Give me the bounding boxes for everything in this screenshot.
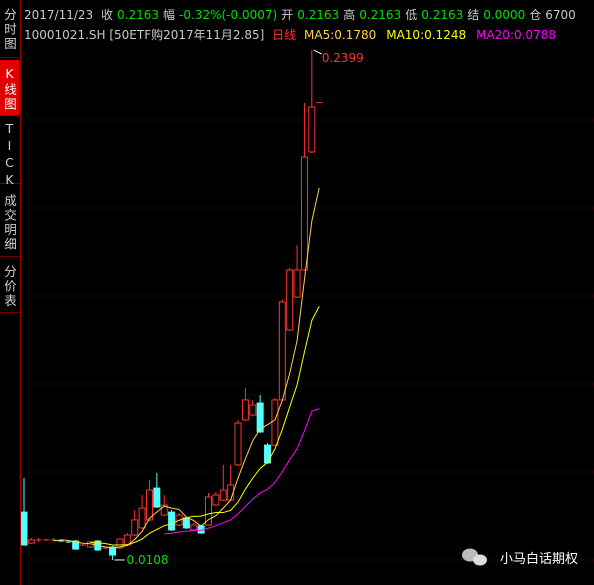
- candle-body: [109, 546, 117, 556]
- field-value: 0.2163: [421, 8, 464, 22]
- quote-bar: 2017/11/23 收 0.2163 幅 -0.32%(-0.0007) 开 0.216…: [24, 6, 580, 23]
- arrow: [313, 49, 323, 55]
- tab[interactable]: 成交明细: [0, 186, 19, 257]
- candle-body: [286, 269, 294, 331]
- candle-body: [131, 519, 139, 536]
- date: 2017/11/23: [24, 8, 94, 22]
- candle-body: [27, 539, 35, 544]
- field-label: 开: [281, 8, 294, 22]
- tab[interactable]: 分时图: [0, 0, 19, 58]
- candle-body: [256, 402, 264, 433]
- field-value: 6700: [545, 8, 576, 22]
- tab[interactable]: TICK: [0, 118, 19, 189]
- candle-body: [234, 422, 242, 466]
- tab-active[interactable]: K线图: [0, 60, 19, 116]
- field-value: 0.2163: [359, 8, 402, 22]
- high-label: 0.2399: [322, 51, 364, 65]
- legend-entry: MA20:0.0788: [476, 28, 556, 42]
- candle-body: [293, 269, 301, 298]
- candle-body: [300, 156, 308, 271]
- field-value: 0.0000: [483, 8, 526, 22]
- period: 日线: [272, 28, 297, 42]
- field-label: 低: [405, 8, 418, 22]
- code: 10001021.SH [50ETF购2017年11月2.85]: [24, 28, 265, 42]
- candle-body: [153, 487, 161, 508]
- candle-body: [271, 399, 279, 446]
- field-label: 仓: [529, 8, 542, 22]
- candle-body: [182, 517, 190, 529]
- candle-body: [219, 489, 227, 501]
- candle-body: [20, 511, 28, 546]
- candle-body: [72, 540, 80, 550]
- field-value: 0.2163: [297, 8, 340, 22]
- candle-body: [212, 494, 220, 506]
- field-label: 幅: [163, 8, 176, 22]
- sidebar: 分时图 K线图 TICK 成交明细 分价表: [0, 0, 21, 585]
- candle-body: [264, 444, 272, 464]
- field-label: 收: [101, 8, 114, 22]
- candle-body: [241, 399, 249, 421]
- field-label: 结: [467, 8, 480, 22]
- field-value: 0.2163: [117, 8, 160, 22]
- ma-line: [90, 305, 320, 546]
- ma-line: [164, 408, 320, 535]
- candle-body: [160, 504, 168, 516]
- legend-entry: MA10:0.1248: [386, 28, 467, 42]
- field-label: 高: [343, 8, 356, 22]
- watermark: 小马白话期权: [499, 552, 578, 567]
- candle-body: [190, 524, 198, 531]
- candle-body: [308, 106, 316, 153]
- tab[interactable]: 分价表: [0, 259, 19, 313]
- bubble: [473, 554, 487, 566]
- legend-entry: MA5:0.1780: [304, 28, 377, 42]
- wechat-icon: [462, 548, 487, 566]
- low-label: 0.0108: [127, 553, 169, 567]
- candle-body: [138, 507, 146, 529]
- field-value: -0.32%(-0.0007): [179, 8, 278, 22]
- candle-body: [205, 496, 212, 526]
- candle-body: [168, 511, 176, 531]
- legend: MA5:0.1780 MA10:0.1248 MA20:0.0788: [304, 28, 566, 42]
- candle-body: [116, 538, 124, 549]
- info-bar: 10001021.SH [50ETF购2017年11月2.85] 日线 MA5:…: [24, 26, 570, 43]
- ma-line: [53, 187, 320, 549]
- candle-body: [249, 404, 257, 416]
- candle-body: [278, 301, 286, 401]
- candle-body: [145, 489, 153, 521]
